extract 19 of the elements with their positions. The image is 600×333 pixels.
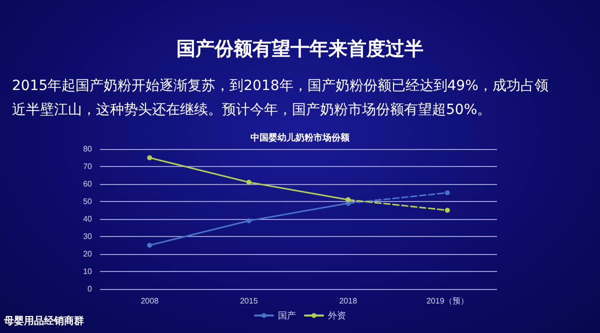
y-tick-label: 80 [83, 144, 93, 154]
chart-subtitle: 国产份额有望十年来首度过半 [176, 37, 424, 62]
x-tick-label: 2008 [140, 296, 160, 306]
legend-label: 外资 [328, 310, 346, 320]
x-tick-label: 2019（预） [426, 296, 468, 306]
x-tick-label: 2015 [240, 296, 258, 306]
text: 母婴用品经销商群 [4, 314, 84, 328]
chart-title: 中国婴幼儿奶粉市场份额 [250, 132, 350, 142]
y-tick-label: 60 [83, 180, 93, 188]
y-tick-label: 50 [83, 197, 93, 206]
y-tick-label: 40 [83, 214, 93, 224]
y-tick-label: 20 [83, 250, 93, 258]
x-tick-label: 2018 [339, 296, 358, 306]
legend-label: 国产 [278, 310, 296, 320]
text: 2015年起国产奶粉开始逐渐复苏，到2018年，国产奶粉份额已经达到49%，成功占领近半壁江山，这种势头还在继续。预计今年，国产奶粉市场份额有望超50%。 [12, 77, 550, 120]
y-tick-label: 10 [83, 267, 93, 276]
y-tick-label: 70 [83, 162, 93, 171]
y-tick-label: 0 [88, 284, 93, 294]
y-tick-label: 30 [83, 232, 93, 241]
